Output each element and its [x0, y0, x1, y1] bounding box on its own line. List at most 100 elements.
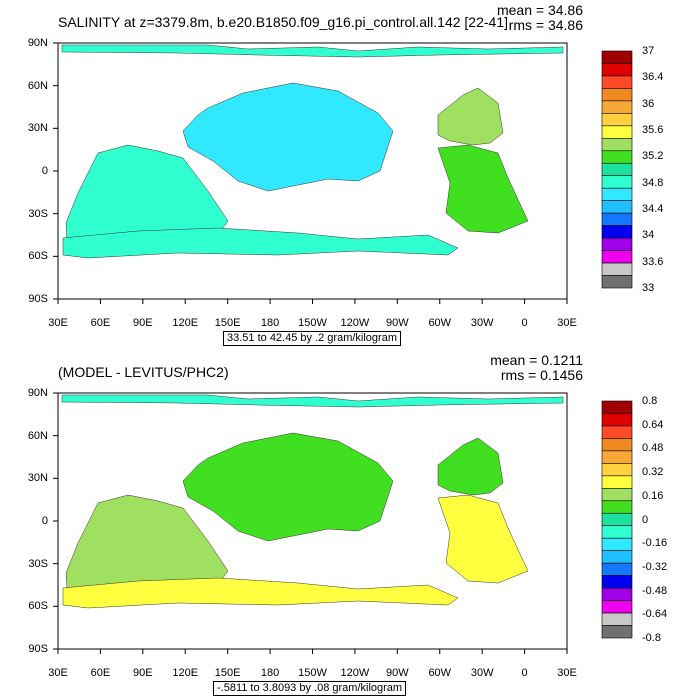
- colorbar-box: [601, 537, 633, 551]
- colorbar-box: [601, 575, 633, 589]
- x-tick-label: 60E: [90, 317, 111, 329]
- x-tick-label: 90W: [386, 317, 409, 329]
- colorbar-box: [601, 212, 633, 226]
- colorbar-label: 33.6: [642, 255, 664, 268]
- x-tick-label: 150E: [214, 667, 241, 679]
- region-arctic: [61, 394, 564, 408]
- colorbar-box: [601, 525, 633, 539]
- colorbar-box: [601, 175, 633, 189]
- colorbar-label: 33: [642, 282, 655, 294]
- region-pacific: [182, 432, 394, 542]
- x-tick-label: 60W: [428, 667, 452, 679]
- colorbar-label: 35.2: [642, 150, 664, 163]
- x-tick-label: 30E: [557, 317, 577, 329]
- colorbar-box: [601, 150, 633, 164]
- ocean-regions: [61, 394, 564, 609]
- colorbar-label: 0.64: [642, 418, 664, 431]
- colorbar-label: 34.8: [642, 176, 664, 189]
- colorbar-box: [601, 187, 633, 201]
- colorbar-label: 36: [642, 97, 655, 110]
- colorbar-box: [601, 625, 633, 639]
- colorbar-box: [601, 450, 633, 464]
- map-plot: [53, 42, 633, 304]
- colorbar-label: 0.32: [642, 466, 664, 479]
- colorbar-box: [601, 200, 633, 214]
- colorbar-box: [601, 75, 633, 89]
- colorbar-label: 0.48: [642, 442, 664, 455]
- colorbar-box: [601, 400, 633, 414]
- x-tick-label: 90W: [386, 667, 409, 679]
- x-tick-label: 120E: [172, 317, 199, 329]
- y-tick-label: 90S: [28, 293, 48, 305]
- colorbar-box: [601, 512, 633, 527]
- colorbar-box: [601, 162, 633, 177]
- x-tick-label: 30W: [470, 317, 494, 329]
- colorbar-label: -0.48: [642, 584, 668, 597]
- colorbar-box: [601, 63, 633, 77]
- colorbar-box: [601, 413, 633, 427]
- region-southern: [62, 227, 459, 259]
- colorbar-label: 34.4: [642, 203, 664, 215]
- ocean-regions: [61, 44, 564, 259]
- colorbar-box: [601, 100, 633, 114]
- colorbar-box: [601, 475, 633, 489]
- x-tick-label: 150W: [298, 667, 327, 679]
- colorbar-box: [601, 88, 633, 102]
- x-tick-label: 30E: [48, 667, 68, 679]
- y-tick-label: 90N: [27, 387, 48, 399]
- region-atlantic-south: [437, 494, 529, 584]
- range-caption: 33.51 to 42.45 by .2 gram/kilogram: [223, 331, 401, 346]
- colorbar-box: [601, 50, 633, 64]
- x-tick-label: 180: [260, 667, 280, 679]
- colorbar-label: 34: [642, 229, 655, 242]
- map-plot: [53, 392, 633, 654]
- x-tick-label: 60E: [90, 667, 111, 679]
- x-tick-label: 150E: [214, 317, 241, 329]
- rms-label: rms = 34.86: [508, 17, 583, 33]
- colorbar-label: 37: [642, 45, 655, 57]
- colorbar-box: [601, 250, 633, 264]
- region-southern: [62, 577, 459, 609]
- y-tick-label: 60S: [28, 600, 48, 613]
- colorbar-box: [601, 550, 633, 564]
- map-title: SALINITY at z=3379.8m, b.e20.B1850.f09_g…: [58, 14, 508, 30]
- rms-label: rms = 0.1456: [500, 367, 583, 383]
- y-tick-label: 60N: [27, 79, 48, 92]
- colorbar-box: [601, 500, 633, 514]
- colorbar-label: 0: [642, 513, 649, 526]
- x-tick-label: 120W: [340, 317, 370, 329]
- x-tick-label: 90E: [133, 667, 153, 679]
- colorbar-label: 0.16: [642, 489, 664, 502]
- mean-label: mean = 34.86: [496, 2, 583, 18]
- x-tick-label: 0: [521, 667, 528, 679]
- x-tick-label: 150W: [298, 317, 327, 329]
- colorbar-box: [601, 600, 633, 614]
- y-tick-label: 30S: [28, 207, 48, 220]
- colorbar-label: -0.8: [642, 632, 661, 644]
- region-pacific: [182, 82, 394, 192]
- x-tick-label: 30E: [48, 317, 68, 329]
- colorbar-box: [601, 225, 633, 239]
- x-tick-label: 180: [260, 317, 280, 329]
- x-tick-label: 90E: [133, 317, 153, 329]
- y-tick-label: 90N: [27, 37, 48, 49]
- y-tick-label: 30S: [28, 557, 48, 570]
- colorbar-label: -0.16: [642, 537, 668, 550]
- x-tick-label: 0: [521, 317, 528, 329]
- x-tick-label: 30E: [557, 667, 577, 679]
- colorbar-box: [601, 237, 633, 251]
- map-title: (MODEL - LEVITUS/PHC2): [58, 364, 229, 380]
- colorbar-box: [601, 425, 633, 439]
- colorbar-box: [601, 138, 633, 152]
- colorbar-box: [601, 113, 633, 127]
- region-atlantic-south: [437, 144, 529, 234]
- colorbar-label: -0.32: [642, 560, 668, 573]
- difference-map-panel: (MODEL - LEVITUS/PHC2) mean = 0.1211 rms…: [0, 350, 700, 700]
- y-tick-label: 60N: [27, 429, 48, 442]
- colorbar-box: [601, 587, 633, 601]
- colorbar-label: 0.8: [642, 395, 658, 407]
- colorbar-box: [601, 612, 633, 626]
- y-tick-label: 60S: [28, 250, 48, 263]
- colorbar-label: 35.6: [642, 124, 664, 136]
- colorbar-label: -0.64: [642, 608, 668, 621]
